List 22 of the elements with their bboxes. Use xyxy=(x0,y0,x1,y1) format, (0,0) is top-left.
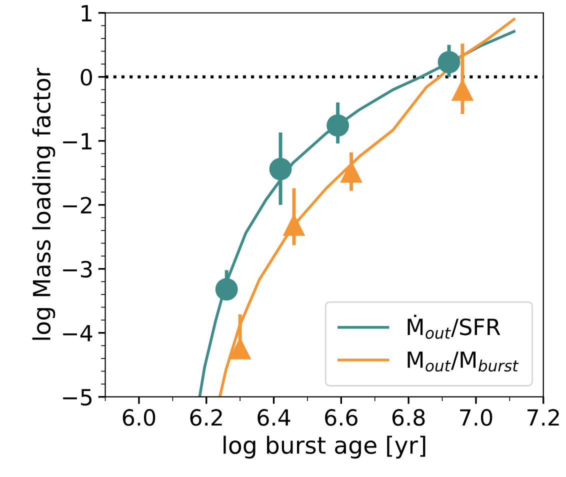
x-tick-label: 7.0 xyxy=(460,409,492,426)
x-tick-label: 6.2 xyxy=(190,409,222,426)
x-tick-label: 6.4 xyxy=(258,409,290,426)
y-tick-label: −2 xyxy=(63,196,92,214)
legend-label: Ṁ$_{out}$/SFR xyxy=(408,314,500,339)
x-tick-label: 6.6 xyxy=(325,409,358,426)
x-tick-label: 7.2 xyxy=(528,409,559,426)
y-tick-label: −1 xyxy=(63,133,92,150)
y-axis-title: log Mass loading factor xyxy=(32,68,56,340)
y-tick-label: −4 xyxy=(63,325,92,342)
y-tick-label: 0 xyxy=(80,68,92,86)
x-axis-title: log burst age [yr] xyxy=(224,436,426,459)
point xyxy=(438,50,460,74)
y-tick-label: −5 xyxy=(63,389,92,406)
point xyxy=(269,158,292,180)
x-tick-label: 6.8 xyxy=(392,409,425,426)
point xyxy=(326,114,349,137)
legend-label: M$_{out}$/M$_{burst}$ xyxy=(408,352,519,372)
y-tick-label: −3 xyxy=(63,260,92,278)
x-tick-label: 6.0 xyxy=(122,409,156,426)
point xyxy=(215,278,238,301)
y-tick-label: 1 xyxy=(82,5,92,22)
